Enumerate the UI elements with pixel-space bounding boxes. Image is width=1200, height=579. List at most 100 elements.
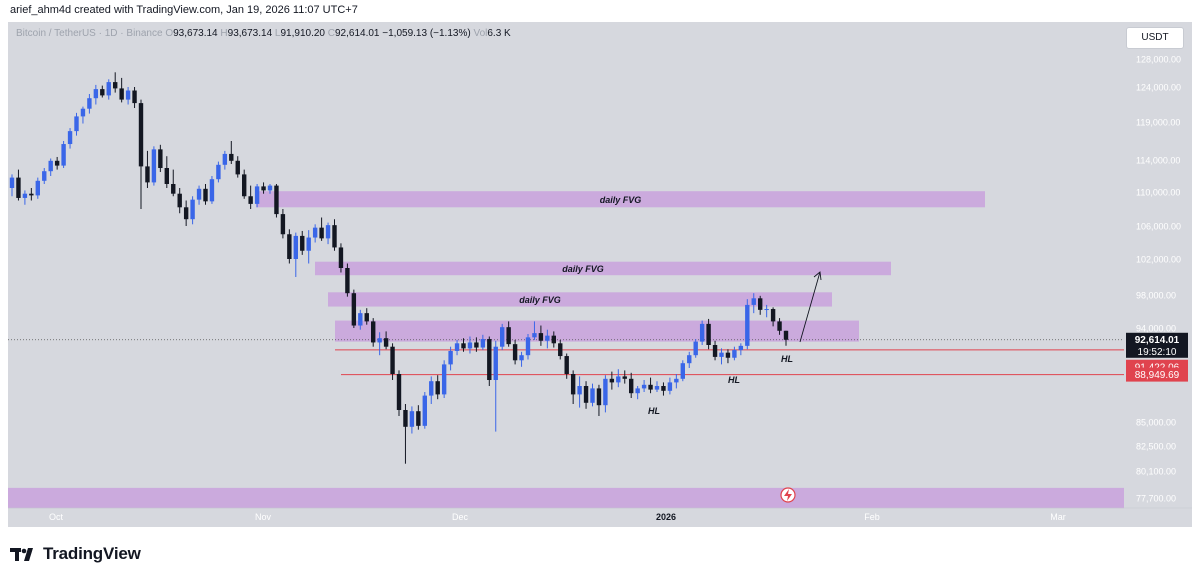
candle-body[interactable] <box>364 313 369 322</box>
candle-body[interactable] <box>9 177 15 188</box>
candle-body[interactable] <box>48 160 53 172</box>
candle-body[interactable] <box>629 378 634 394</box>
candle-body[interactable] <box>699 323 705 342</box>
symbol-name[interactable]: Bitcoin / TetherUS · 1D · Binance <box>16 28 163 39</box>
fvg-zone[interactable] <box>335 320 859 342</box>
candle-body[interactable] <box>138 103 144 167</box>
candle-body[interactable] <box>635 388 640 394</box>
candle-body[interactable] <box>113 82 118 89</box>
candle-body[interactable] <box>551 335 556 344</box>
candle-body[interactable] <box>622 376 627 379</box>
fvg-zone[interactable] <box>328 292 832 307</box>
candle-body[interactable] <box>732 350 737 358</box>
candle-body[interactable] <box>80 108 86 117</box>
candle-body[interactable] <box>222 153 228 165</box>
candle-body[interactable] <box>461 343 466 349</box>
candle-body[interactable] <box>177 193 182 208</box>
fvg-zone[interactable] <box>315 261 891 276</box>
candle-body[interactable] <box>280 214 286 235</box>
candle-body[interactable] <box>493 346 498 380</box>
candle-body[interactable] <box>474 342 479 348</box>
candle-body[interactable] <box>196 188 202 200</box>
candle-body[interactable] <box>661 386 666 391</box>
candle-body[interactable] <box>641 384 647 389</box>
candle-body[interactable] <box>29 193 34 196</box>
candle-body[interactable] <box>583 386 589 403</box>
candle-body[interactable] <box>738 345 744 351</box>
candle-body[interactable] <box>480 339 486 348</box>
candle-body[interactable] <box>312 227 318 238</box>
candle-body[interactable] <box>693 341 698 356</box>
candle-body[interactable] <box>235 160 240 175</box>
candle-body[interactable] <box>558 343 563 357</box>
candle-body[interactable] <box>332 225 337 248</box>
candle-body[interactable] <box>770 309 776 322</box>
candle-body[interactable] <box>67 131 73 145</box>
candle-body[interactable] <box>319 227 324 239</box>
candle-body[interactable] <box>183 207 189 220</box>
candle-body[interactable] <box>396 374 402 410</box>
candle-body[interactable] <box>564 356 569 374</box>
candle-body[interactable] <box>687 355 692 364</box>
candle-body[interactable] <box>300 235 305 251</box>
candle-body[interactable] <box>783 330 789 340</box>
candle-body[interactable] <box>719 352 724 357</box>
candle-body[interactable] <box>609 378 615 383</box>
candle-body[interactable] <box>383 338 389 347</box>
candle-body[interactable] <box>325 225 331 239</box>
candle-body[interactable] <box>435 381 440 395</box>
candle-body[interactable] <box>351 293 357 326</box>
candle-body[interactable] <box>164 168 169 184</box>
candle-body[interactable] <box>74 116 79 132</box>
candle-body[interactable] <box>454 343 460 351</box>
fvg-zone[interactable] <box>8 487 1124 509</box>
candle-body[interactable] <box>500 327 505 347</box>
candle-body[interactable] <box>87 98 92 109</box>
candle-body[interactable] <box>777 321 782 331</box>
candle-body[interactable] <box>680 363 685 379</box>
candle-body[interactable] <box>416 411 421 426</box>
candle-body[interactable] <box>512 344 518 361</box>
candle-body[interactable] <box>287 234 292 259</box>
candle-body[interactable] <box>667 382 673 391</box>
candle-body[interactable] <box>209 179 215 202</box>
candle-body[interactable] <box>132 90 137 104</box>
fvg-zone[interactable] <box>256 191 985 208</box>
candle-body[interactable] <box>590 388 595 403</box>
candle-body[interactable] <box>293 235 298 259</box>
candle-body[interactable] <box>745 304 750 346</box>
candle-body[interactable] <box>422 395 427 426</box>
candle-body[interactable] <box>248 196 253 204</box>
candle-body[interactable] <box>93 89 99 99</box>
candle-body[interactable] <box>429 381 434 396</box>
candle-body[interactable] <box>390 346 395 374</box>
candle-body[interactable] <box>525 337 531 356</box>
candle-body[interactable] <box>570 374 576 395</box>
candle-body[interactable] <box>54 160 60 166</box>
candle-body[interactable] <box>403 410 408 427</box>
candle-body[interactable] <box>358 313 363 326</box>
candle-body[interactable] <box>654 386 660 390</box>
candle-body[interactable] <box>371 321 376 343</box>
candle-body[interactable] <box>254 186 260 204</box>
price-axis[interactable] <box>1124 22 1192 527</box>
candle-body[interactable] <box>674 378 679 383</box>
projection-arrow[interactable] <box>799 271 821 343</box>
candle-body[interactable] <box>377 338 382 343</box>
candle-body[interactable] <box>16 177 21 198</box>
candle-body[interactable] <box>616 376 621 383</box>
candle-body[interactable] <box>274 185 279 215</box>
candle-body[interactable] <box>764 309 769 311</box>
candle-body[interactable] <box>538 333 544 341</box>
candle-body[interactable] <box>261 186 266 191</box>
candle-body[interactable] <box>267 185 273 191</box>
candle-body[interactable] <box>100 89 105 96</box>
candle-body[interactable] <box>545 335 550 341</box>
candle-body[interactable] <box>158 149 163 168</box>
candle-body[interactable] <box>648 384 653 390</box>
candle-body[interactable] <box>151 149 157 183</box>
candle-body[interactable] <box>441 364 447 395</box>
candle-body[interactable] <box>242 174 247 197</box>
candle-body[interactable] <box>448 350 453 365</box>
